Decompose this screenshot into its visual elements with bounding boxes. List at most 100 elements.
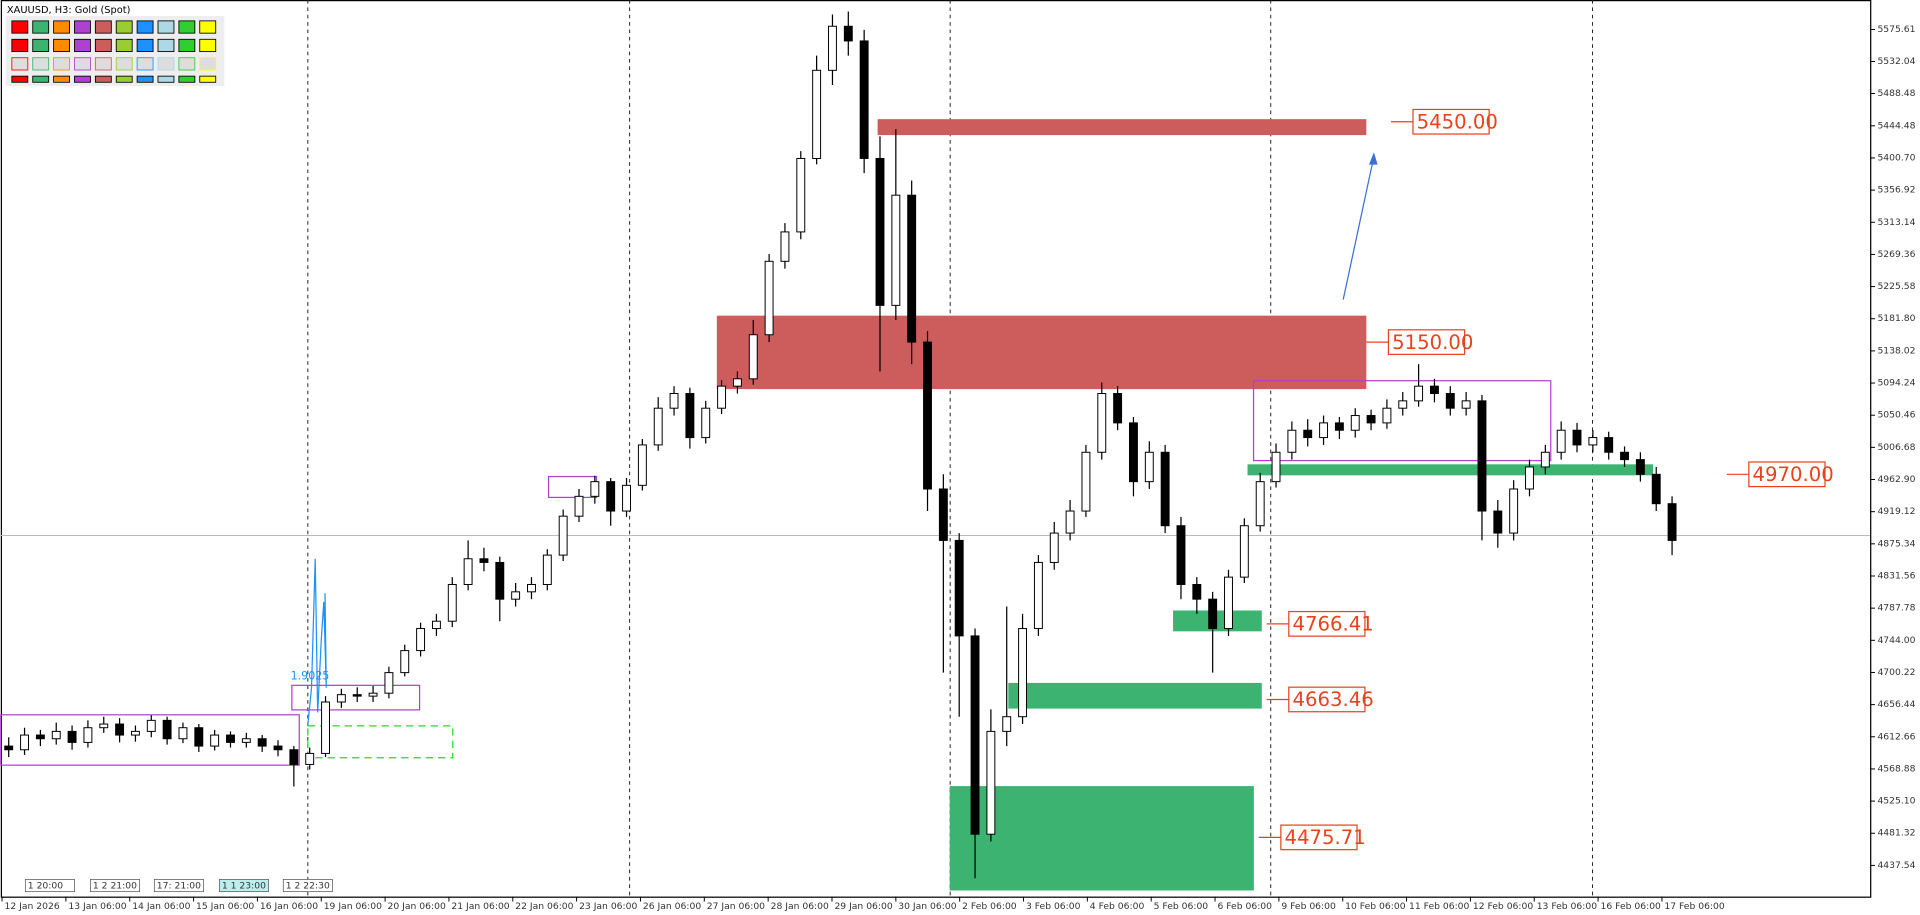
time-marker-box [219, 879, 269, 893]
chart-title: XAUUSD, H3: Gold (Spot) [7, 5, 131, 16]
y-tick-label: 4525.10 [1877, 796, 1915, 807]
annotation: 1.9025 [291, 670, 330, 683]
candle-body [1271, 451, 1281, 483]
candle-body [130, 730, 140, 736]
candle-body [1239, 525, 1249, 578]
zone-label-box [1748, 461, 1826, 488]
candle-body [637, 444, 647, 486]
zone-label: 4475.71 [1285, 826, 1366, 849]
y-tick-label: 5488.48 [1877, 88, 1915, 99]
zone-label-box [1288, 686, 1366, 713]
swatch [32, 38, 50, 53]
candle-body [1303, 429, 1313, 439]
y-tick-label: 5006.68 [1877, 442, 1915, 453]
candle-body [1065, 510, 1075, 534]
target-arrow [1342, 161, 1374, 300]
time-marker-box [153, 879, 204, 893]
time-marker: 1 20:00 [28, 881, 63, 892]
candle-body [1129, 422, 1138, 483]
candle-body [1097, 393, 1107, 453]
candle-body [1540, 451, 1550, 468]
y-tick-label: 4744.00 [1877, 635, 1915, 646]
candle-body [1049, 532, 1059, 563]
swatch [11, 57, 29, 71]
x-tick-label: 29 Jan 06:00 [834, 901, 892, 912]
y-tick-label: 4787.78 [1877, 603, 1915, 614]
candle-body [542, 554, 552, 585]
candle-body [1461, 400, 1471, 409]
x-tick-label: 3 Feb 06:00 [1026, 901, 1081, 912]
candle-body [1651, 473, 1661, 505]
candle-body [416, 628, 426, 652]
y-tick-label: 5313.14 [1877, 217, 1915, 228]
zone-label: 4970.00 [1753, 463, 1834, 486]
y-tick-label: 4831.56 [1877, 570, 1915, 581]
color-panel [5, 15, 225, 86]
zone-label: 5150.00 [1392, 331, 1473, 354]
x-tick-label: 6 Feb 06:00 [1217, 901, 1272, 912]
candle-body [226, 734, 235, 743]
candle-body [780, 231, 790, 262]
candle-body [241, 738, 251, 743]
candle-body [1477, 400, 1487, 512]
x-tick-label: 21 Jan 06:00 [451, 901, 509, 912]
swatch [94, 57, 112, 71]
x-tick-label: 26 Jan 06:00 [643, 901, 701, 912]
y-tick-label: 4919.12 [1877, 506, 1915, 517]
x-tick-label: 16 Jan 06:00 [260, 901, 318, 912]
candle-body [796, 157, 806, 233]
range-box [0, 714, 300, 766]
time-marker: 1 2 22:30 [286, 881, 330, 892]
swatch [53, 75, 70, 83]
candle-body [1160, 451, 1170, 527]
swatch [53, 20, 70, 34]
range-box [1252, 380, 1552, 462]
time-marker-box [24, 879, 75, 893]
time-marker: 1 1 23:00 [222, 881, 266, 892]
y-tick-label: 5138.02 [1877, 345, 1915, 356]
zone [1173, 610, 1262, 632]
candle-body [843, 25, 853, 42]
x-tick-label: 10 Feb 06:00 [1345, 901, 1406, 912]
zones: 5450.00 5150.00 4970.00 4766.41 4663.46 4475.… [716, 108, 1834, 891]
candle-body [1398, 400, 1408, 409]
candle-body [352, 694, 362, 697]
x-tick-label: 20 Jan 06:00 [388, 901, 446, 912]
candle-body [384, 672, 394, 694]
swatch [94, 38, 112, 53]
swatch [11, 38, 29, 53]
candle-body [574, 495, 584, 517]
candle-body [1208, 598, 1218, 630]
candle-body [748, 334, 758, 380]
swatch [178, 75, 196, 83]
swatch [199, 20, 217, 34]
candle-body [511, 591, 521, 600]
zone [716, 315, 1367, 390]
candle-body [178, 727, 188, 740]
swatch [94, 75, 112, 83]
y-tick-label: 5356.92 [1877, 185, 1915, 196]
candle-body [20, 734, 29, 751]
x-tick-label: 19 Jan 06:00 [324, 901, 382, 912]
candle-body [1033, 561, 1043, 630]
swatch [115, 38, 133, 53]
x-tick-label: 5 Feb 06:00 [1154, 901, 1209, 912]
candle-body [970, 635, 980, 835]
zone-label: 4766.41 [1292, 613, 1373, 636]
y-tick-label: 5444.48 [1877, 120, 1915, 131]
swatch [115, 75, 133, 83]
swatch [74, 75, 91, 83]
swatch [74, 38, 91, 53]
candle-body [321, 701, 330, 754]
y-tick-label: 4568.88 [1877, 763, 1915, 774]
candle-body [1287, 429, 1297, 453]
zone-label-box [1412, 108, 1490, 135]
x-tick-label: 13 Jan 06:00 [68, 901, 126, 912]
candle-body [1667, 503, 1677, 541]
swatch [157, 38, 175, 53]
candle-body [400, 650, 410, 674]
x-tick-label: 11 Feb 06:00 [1409, 901, 1470, 912]
x-tick-label: 4 Feb 06:00 [1090, 901, 1145, 912]
zone-label-box [1387, 329, 1466, 355]
